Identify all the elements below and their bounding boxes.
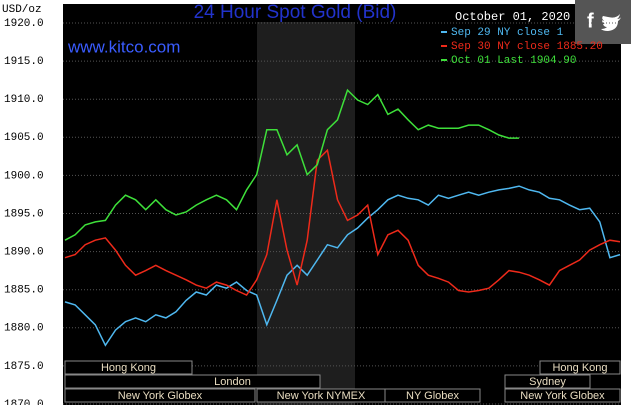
- series-line: [64, 88, 520, 241]
- session-label: Hong Kong: [552, 362, 607, 374]
- y-tick-label: 1915.0: [4, 56, 44, 68]
- y-tick-label: 1875.0: [4, 361, 44, 373]
- session-band: [64, 360, 193, 375]
- session-band: [539, 360, 621, 375]
- y-tick-label: 1885.0: [4, 285, 44, 297]
- y-axis-label: USD/oz: [2, 4, 42, 16]
- legend-label: Sep 30 NY close 1885.20: [451, 41, 603, 53]
- y-tick-label: 1905.0: [4, 132, 44, 144]
- session-band: [64, 374, 321, 389]
- session-band: [504, 388, 621, 403]
- session-label: NY Globex: [406, 390, 459, 402]
- session-label: New York Globex: [520, 390, 605, 402]
- y-tick-label: 1895.0: [4, 208, 44, 220]
- y-tick-label: 1880.0: [4, 323, 44, 335]
- chart-title: 24 Hour Spot Gold (Bid): [194, 2, 397, 23]
- session-band: [384, 388, 481, 403]
- sessions: Hong Kong Hong Kong London Sydney New York G…: [64, 360, 621, 403]
- facebook-icon[interactable]: f: [587, 10, 594, 32]
- legend: Sep 29 NY close 1 Sep 30 NY close 1885.20…: [441, 27, 603, 67]
- y-tick-label: 1870.0: [4, 399, 44, 405]
- session-band: [64, 388, 256, 403]
- session-label: New York NYMEX: [277, 390, 366, 402]
- y-tick-label: 1910.0: [4, 94, 44, 106]
- session-label: Hong Kong: [101, 362, 156, 374]
- series-line: [64, 185, 621, 347]
- session-label: New York Globex: [118, 390, 203, 402]
- y-tick-label: 1890.0: [4, 247, 44, 259]
- session-label: London: [214, 376, 251, 388]
- y-tick-label: 1900.0: [4, 170, 44, 182]
- session-band: [504, 374, 591, 389]
- series-line: [64, 148, 621, 296]
- twitter-icon[interactable]: [601, 14, 621, 31]
- y-tick-label: 1920.0: [4, 18, 44, 30]
- legend-box: [437, 5, 582, 69]
- chart-date: October 01, 2020: [455, 10, 570, 24]
- legend-label: Sep 29 NY close 1: [451, 27, 564, 39]
- legend-label: Oct 01 Last 1904.90: [451, 55, 576, 67]
- session-label: Sydney: [529, 376, 566, 388]
- watermark: www.kitco.com: [67, 37, 180, 56]
- lines: [64, 88, 621, 347]
